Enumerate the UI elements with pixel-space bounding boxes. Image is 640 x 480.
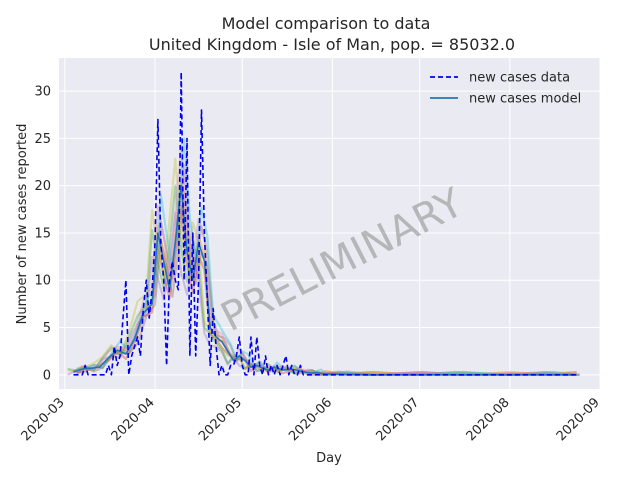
y-tick-label: 10 xyxy=(34,274,51,289)
series-line-new-cases-model xyxy=(73,184,577,376)
legend-label: new cases model xyxy=(469,92,581,107)
model-ensemble-line xyxy=(72,143,577,376)
chart-subtitle: United Kingdom - Isle of Man, pop. = 850… xyxy=(149,35,515,54)
series-layer xyxy=(73,71,577,376)
series-line-new-cases-data xyxy=(73,71,577,376)
legend-label: new cases data xyxy=(469,71,570,86)
y-tick-label: 0 xyxy=(43,368,51,383)
x-axis-label: Day xyxy=(316,451,342,466)
plot-area xyxy=(59,58,600,389)
legend: new cases data new cases model xyxy=(430,71,581,107)
y-tick-label: 20 xyxy=(34,179,51,194)
y-tick-label: 30 xyxy=(34,85,51,100)
y-tick-label: 15 xyxy=(34,226,51,241)
y-tick-label: 5 xyxy=(43,321,51,336)
model-ensemble-line xyxy=(75,191,580,376)
grid-lines xyxy=(59,58,601,389)
chart-title: Model comparison to data xyxy=(222,14,431,33)
y-axis-label: Number of new cases reported xyxy=(15,124,30,325)
y-tick-label: 25 xyxy=(34,132,51,147)
